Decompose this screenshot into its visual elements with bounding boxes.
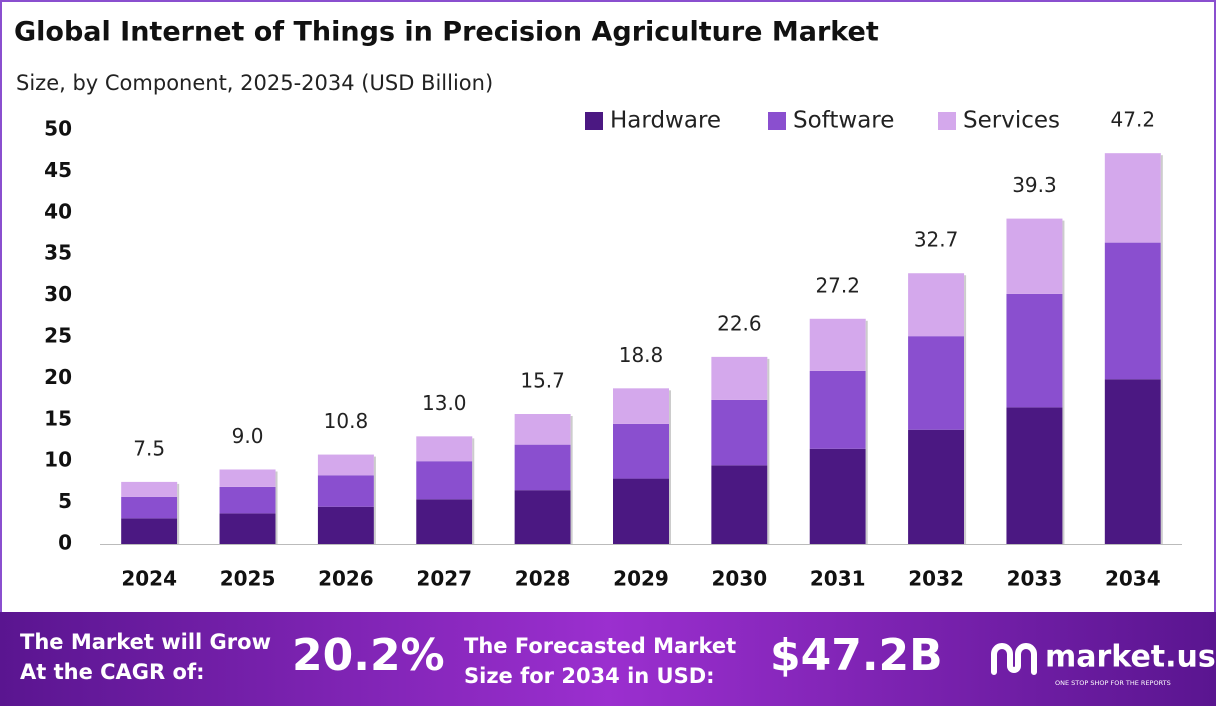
- footer-text: The Market will Grow: [20, 630, 271, 654]
- x-tick-label: 2033: [1007, 567, 1063, 591]
- bar-segment: [416, 461, 473, 500]
- total-label: 39.3: [1012, 173, 1057, 197]
- x-tick-label: 2026: [318, 567, 374, 591]
- bar-shadow: [373, 456, 376, 544]
- y-tick-label: 0: [58, 531, 72, 555]
- footer-text: Size for 2034 in USD:: [464, 664, 715, 688]
- bar-segment: [809, 318, 866, 371]
- y-tick-label: 35: [44, 241, 72, 265]
- total-label: 10.8: [324, 409, 369, 433]
- bar-segment: [908, 429, 965, 544]
- y-tick-label: 45: [44, 158, 72, 182]
- bar-segment: [809, 448, 866, 544]
- legend-swatch: [585, 112, 603, 130]
- chart-title: Global Internet of Things in Precision A…: [14, 17, 879, 48]
- x-tick-label: 2027: [416, 567, 472, 591]
- bar-segment: [613, 423, 669, 479]
- bar-segment: [1006, 218, 1063, 294]
- bar-segment: [121, 481, 178, 497]
- legend-swatch: [768, 112, 786, 130]
- y-tick-label: 10: [44, 448, 72, 472]
- y-tick-label: 5: [58, 489, 72, 513]
- bar-segment: [416, 499, 473, 544]
- x-tick-label: 2029: [613, 567, 669, 591]
- brand-tagline: ONE STOP SHOP FOR THE REPORTS: [1055, 679, 1171, 687]
- bar-segment: [711, 465, 768, 544]
- total-label: 18.8: [619, 343, 664, 367]
- legend-label: Services: [963, 108, 1060, 134]
- bar-segment: [1104, 153, 1161, 243]
- total-label: 13.0: [422, 391, 467, 415]
- total-label: 15.7: [520, 369, 565, 393]
- legend-label: Hardware: [610, 108, 721, 134]
- bar-shadow: [767, 358, 770, 544]
- x-tick-label: 2025: [220, 567, 276, 591]
- total-label: 22.6: [717, 311, 762, 335]
- bar-segment: [317, 475, 374, 507]
- bar-shadow: [1160, 155, 1163, 544]
- total-label: 9.0: [232, 424, 264, 448]
- bar-segment: [219, 513, 276, 544]
- bar-segment: [1006, 293, 1063, 408]
- y-tick-label: 50: [44, 117, 72, 141]
- y-tick-label: 15: [44, 406, 72, 430]
- bar-segment: [317, 454, 374, 476]
- footer-text: The Forecasted Market: [464, 634, 736, 658]
- x-tick-label: 2028: [515, 567, 571, 591]
- brand-name: market.us: [1045, 640, 1216, 675]
- bar-segment: [809, 370, 866, 449]
- bar-segment: [711, 399, 768, 466]
- bar-shadow: [472, 438, 475, 544]
- bar-segment: [514, 490, 571, 544]
- bar-segment: [1006, 407, 1063, 544]
- total-label: 7.5: [133, 436, 165, 460]
- y-tick-label: 40: [44, 199, 72, 223]
- bar-segment: [317, 506, 374, 544]
- brand-logo: [991, 643, 1037, 675]
- x-tick-label: 2024: [121, 567, 177, 591]
- forecast-value: $47.2B: [770, 630, 943, 681]
- bar-segment: [908, 336, 965, 430]
- footer-text: At the CAGR of:: [20, 660, 205, 684]
- bar-shadow: [669, 390, 671, 544]
- y-tick-label: 30: [44, 282, 72, 306]
- bar-segment: [514, 414, 571, 445]
- bar-segment: [1104, 242, 1161, 380]
- bar-segment: [219, 469, 276, 487]
- total-label: 32.7: [914, 228, 959, 252]
- bar-segment: [613, 478, 669, 544]
- bar-shadow: [865, 320, 868, 544]
- bar-shadow: [1062, 220, 1065, 544]
- bar-segment: [613, 388, 669, 424]
- chart-subtitle: Size, by Component, 2025-2034 (USD Billi…: [16, 71, 493, 95]
- bar-shadow: [177, 483, 180, 544]
- cagr-value: 20.2%: [292, 630, 445, 681]
- y-tick-label: 25: [44, 324, 72, 348]
- bar-shadow: [964, 275, 967, 544]
- y-tick-label: 20: [44, 365, 72, 389]
- legend-swatch: [938, 112, 956, 130]
- bar-shadow: [275, 471, 278, 544]
- bar-shadow: [570, 416, 573, 544]
- bar-segment: [416, 436, 473, 462]
- bar-segment: [121, 518, 178, 544]
- x-tick-label: 2032: [908, 567, 964, 591]
- x-tick-label: 2031: [810, 567, 866, 591]
- total-label: 47.2: [1111, 108, 1156, 132]
- bar-segment: [1104, 379, 1161, 544]
- bar-segment: [514, 444, 571, 491]
- bar-segment: [908, 273, 965, 337]
- total-label: 27.2: [815, 273, 860, 297]
- bar-segment: [121, 496, 178, 519]
- bar-segment: [711, 356, 768, 400]
- x-tick-label: 2030: [712, 567, 768, 591]
- legend-label: Software: [793, 108, 894, 134]
- x-tick-label: 2034: [1105, 567, 1161, 591]
- bar-segment: [219, 486, 276, 514]
- footer-band: [0, 612, 1216, 706]
